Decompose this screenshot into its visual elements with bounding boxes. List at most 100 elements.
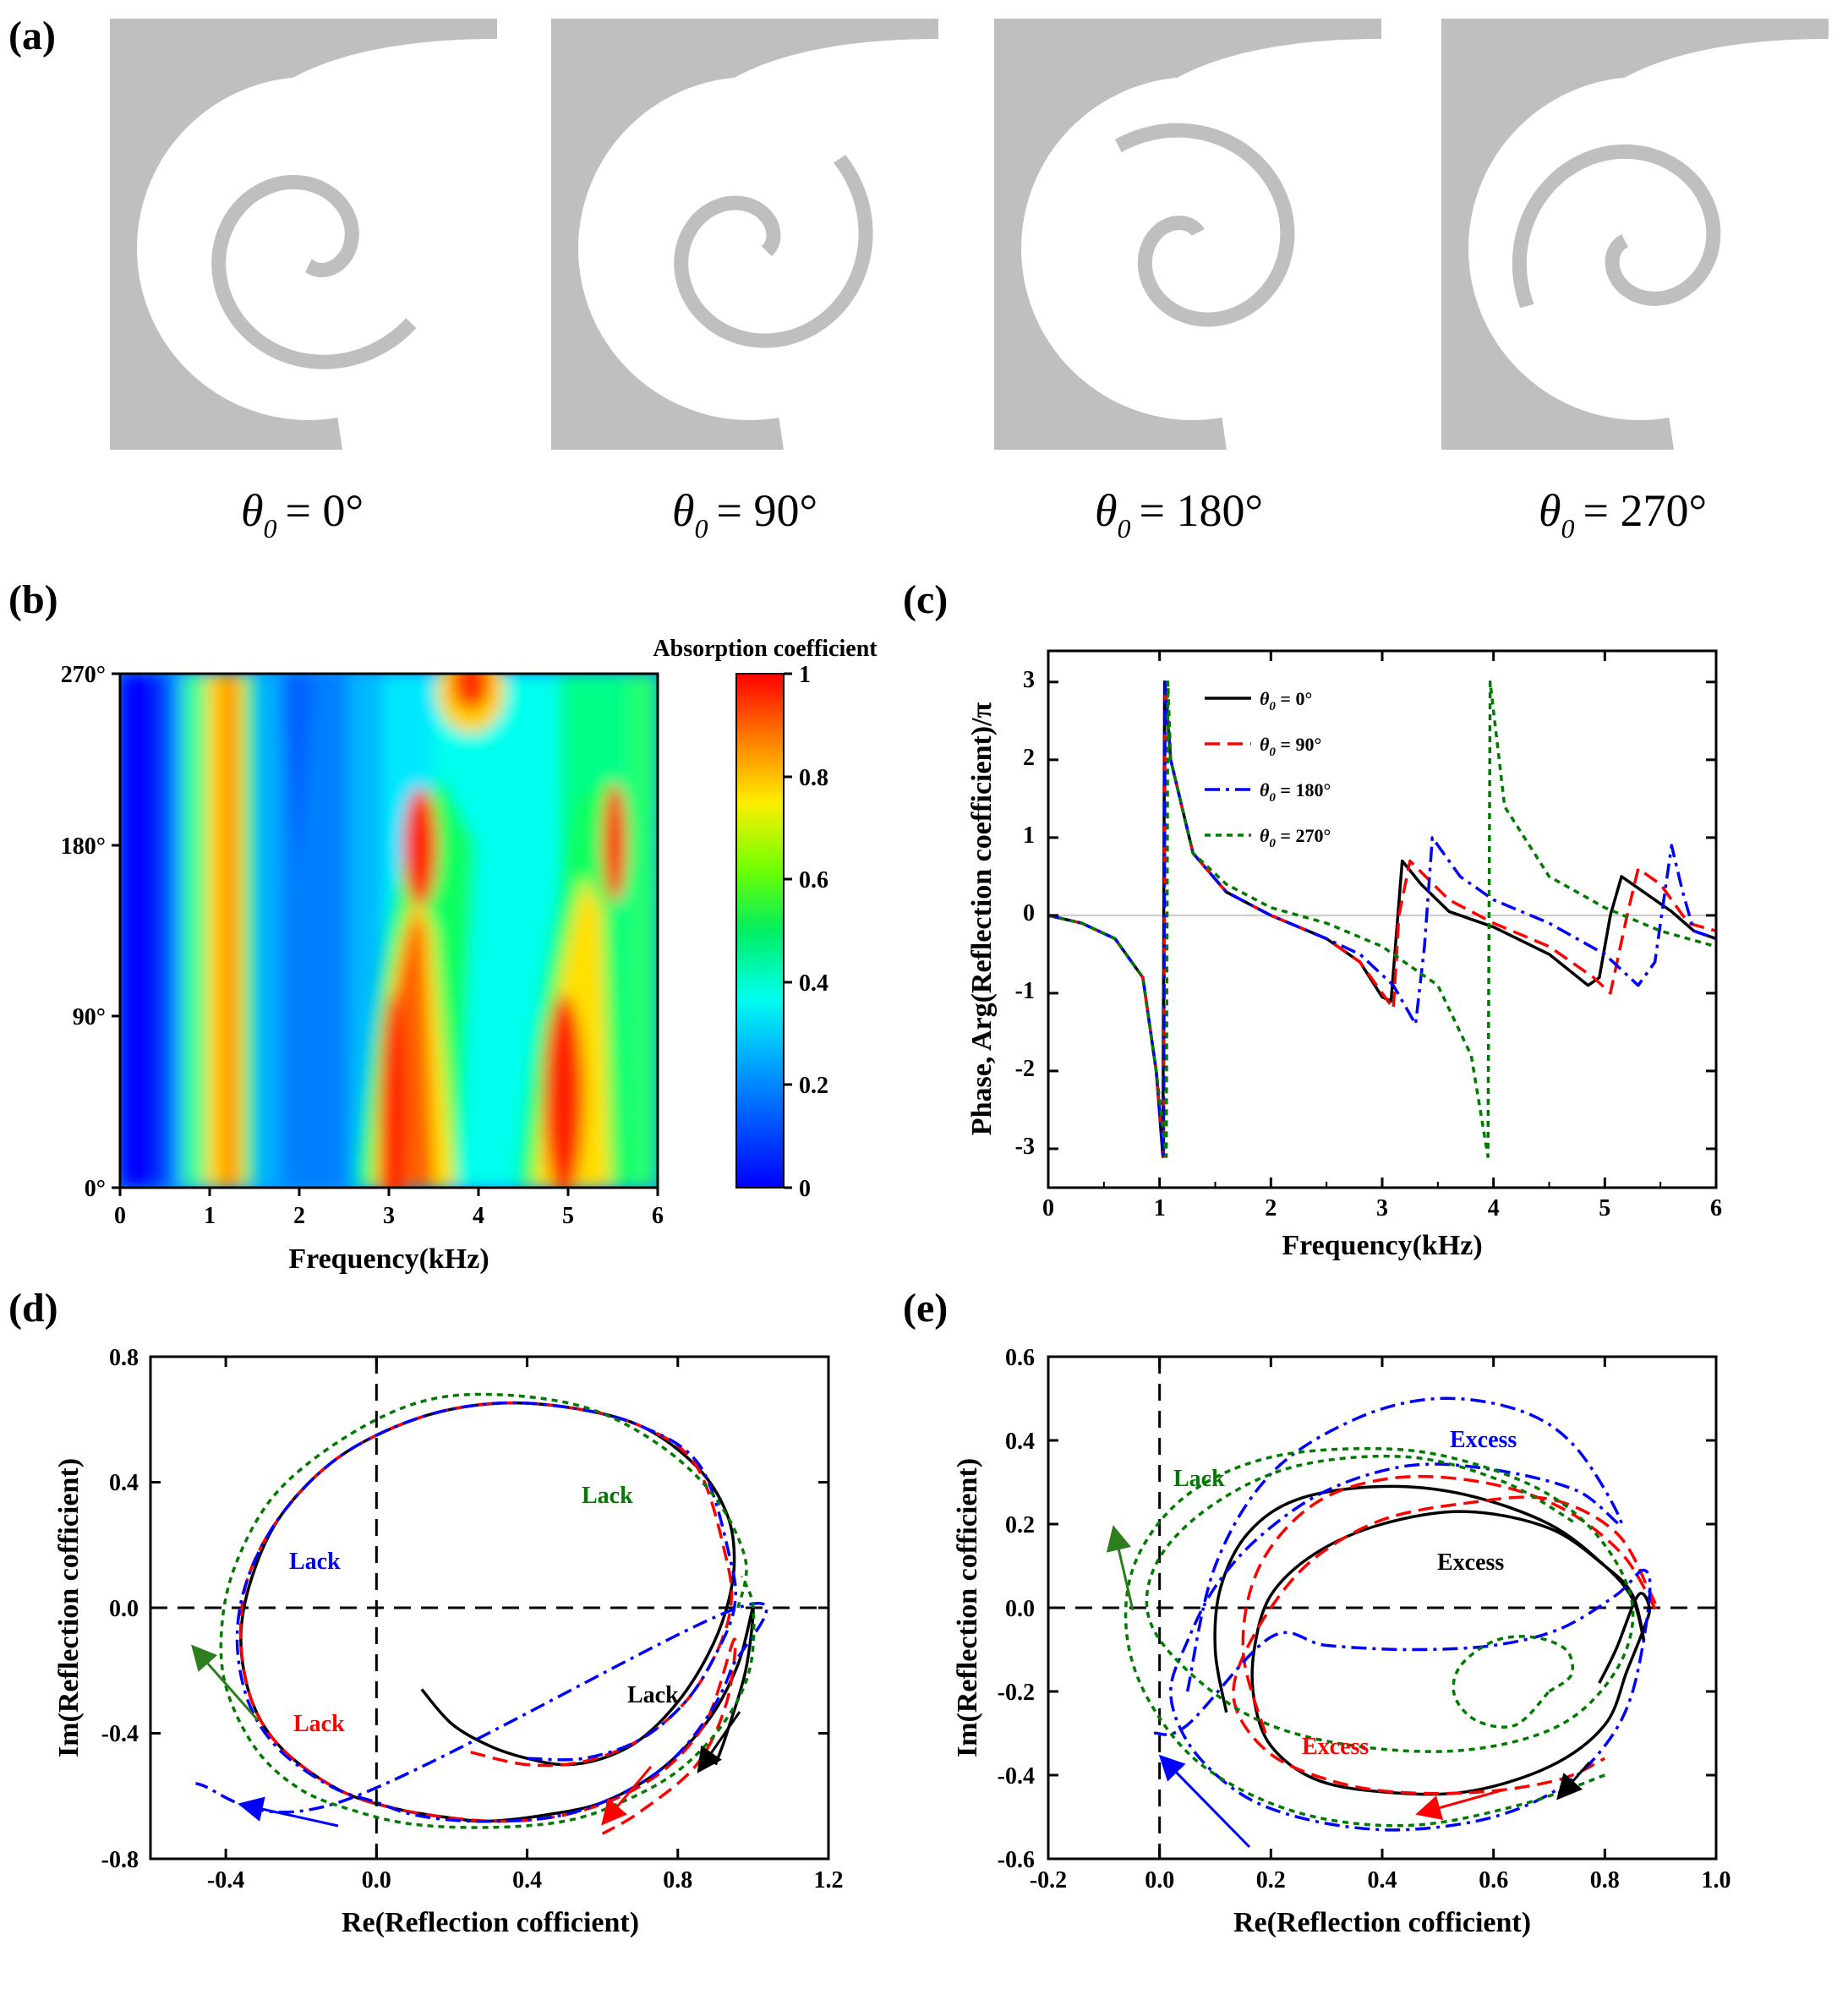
e-arrow-red bbox=[1415, 1788, 1506, 1820]
eSeries-series-2 bbox=[1153, 1396, 1652, 1832]
heatmap-x-tick: 5 bbox=[562, 1203, 574, 1229]
d-y-tick: -0.4 bbox=[101, 1721, 139, 1747]
phase-y-tick: -3 bbox=[1015, 1134, 1035, 1160]
e-arrow-green bbox=[1106, 1525, 1134, 1611]
phase-x-label: Frequency(kHz) bbox=[1282, 1230, 1482, 1261]
d-x-tick: 0.0 bbox=[362, 1867, 391, 1893]
e-annotation-excess-black: Excess bbox=[1437, 1549, 1504, 1576]
theta-label-0: θ0 = 0° bbox=[241, 485, 364, 544]
legend-entry-0: θ0 = 0° bbox=[1260, 688, 1312, 713]
heatmap-y-tick: 0° bbox=[85, 1176, 106, 1202]
spiral-unit-cell-0 bbox=[110, 19, 497, 450]
eSeries-series-4 bbox=[1452, 1635, 1574, 1729]
colorbar-tick: 0.6 bbox=[799, 867, 828, 893]
panel-label-d: (d) bbox=[8, 1286, 58, 1331]
phase-series-2 bbox=[1048, 680, 1716, 1158]
d-arrow-red bbox=[601, 1766, 653, 1826]
e-arrow-black bbox=[1556, 1762, 1591, 1800]
e-x-tick: 0.6 bbox=[1479, 1867, 1508, 1893]
nyquist-plot-e: -0.2 0.0 0.2 0.4 0.6 0.8 1.0 -0.6 -0.4 -… bbox=[952, 1345, 1731, 1938]
phase-y-tick: 1 bbox=[1023, 822, 1035, 849]
panel-label-c: (c) bbox=[903, 577, 948, 622]
heatmap-x-label: Frequency(kHz) bbox=[288, 1243, 489, 1275]
d-arrow-black bbox=[697, 1711, 741, 1773]
colorbar-tick: 0.2 bbox=[799, 1073, 828, 1099]
spiral-arm-90 bbox=[674, 155, 873, 348]
spiral-arm-180 bbox=[1114, 123, 1295, 327]
e-y-tick: -0.6 bbox=[998, 1847, 1035, 1873]
phase-x-tick: 0 bbox=[1042, 1195, 1054, 1221]
spiral-arm-path bbox=[1114, 123, 1295, 327]
d-annotation-lack-blue: Lack bbox=[289, 1549, 341, 1575]
e-arrow-blue bbox=[1158, 1754, 1251, 1849]
d-x-tick: 0.4 bbox=[512, 1867, 542, 1893]
e-y-tick: 0.4 bbox=[1005, 1429, 1035, 1455]
dSeries-series-0 bbox=[239, 1401, 755, 1823]
phase-series-3 bbox=[1048, 680, 1716, 1158]
d-annotation-lack-red: Lack bbox=[293, 1711, 345, 1737]
phase-series-1 bbox=[1048, 680, 1716, 1158]
heatmap-y-tick: 270° bbox=[61, 662, 106, 688]
phase-y-tick: 2 bbox=[1023, 745, 1035, 771]
e-y-tick: 0.6 bbox=[1005, 1345, 1035, 1371]
eSeries-series-3 bbox=[1124, 1446, 1635, 1828]
legend-entry-180: θ0 = 180° bbox=[1260, 779, 1331, 805]
e-x-tick: 0.2 bbox=[1256, 1867, 1286, 1893]
panel-label-a: (a) bbox=[8, 14, 56, 58]
e-annotation-lack-green: Lack bbox=[1173, 1466, 1225, 1492]
heatmap-x-axis: 0 1 2 3 4 5 6 Frequency(kHz) bbox=[114, 1188, 664, 1275]
heatmap-x-tick: 0 bbox=[114, 1203, 126, 1229]
colorbar-tick: 0.4 bbox=[799, 970, 828, 997]
spiral-unit-cell-270 bbox=[1441, 19, 1829, 450]
e-x-tick: 0.8 bbox=[1590, 1867, 1620, 1893]
heatmap-y-tick: 180° bbox=[61, 833, 106, 860]
e-y-tick: 0.0 bbox=[1005, 1596, 1035, 1622]
heatmap-x-tick: 6 bbox=[652, 1203, 664, 1229]
heatmap-y-tick: 90° bbox=[73, 1004, 106, 1030]
spiral-arm-path bbox=[674, 155, 873, 348]
e-annotation-excess-red: Excess bbox=[1302, 1734, 1369, 1760]
spiral-arm-path bbox=[1512, 144, 1721, 309]
theta-label-180: θ0 = 180° bbox=[1095, 485, 1263, 544]
phase-x-tick: 2 bbox=[1265, 1195, 1277, 1221]
heatmap-y-axis: 0° 90° 180° 270° bbox=[61, 662, 120, 1202]
e-y-tick: -0.2 bbox=[998, 1680, 1035, 1706]
panel-label-e: (e) bbox=[903, 1286, 948, 1331]
heatmap-x-tick: 2 bbox=[293, 1203, 305, 1229]
d-arrow-blue bbox=[238, 1796, 339, 1828]
phase-y-tick: 0 bbox=[1023, 900, 1035, 926]
d-arrow-green bbox=[191, 1644, 260, 1721]
spiral-unit-cell-90 bbox=[551, 19, 938, 450]
e-annotation-excess-blue: Excess bbox=[1450, 1427, 1517, 1453]
d-annotation-lack-green: Lack bbox=[582, 1483, 633, 1509]
e-y-tick: -0.4 bbox=[998, 1763, 1035, 1790]
d-annotation-lack-black: Lack bbox=[627, 1682, 679, 1708]
legend-entry-270: θ0 = 270° bbox=[1260, 825, 1331, 850]
colorbar-tick: 0 bbox=[799, 1176, 811, 1202]
spiral-arm-0 bbox=[211, 175, 417, 369]
d-y-tick: -0.8 bbox=[101, 1847, 139, 1873]
colorbar-tick: 0.8 bbox=[799, 765, 828, 791]
colorbar-tick: 1 bbox=[799, 662, 811, 688]
d-x-tick: 1.2 bbox=[814, 1867, 844, 1893]
heatmap-x-tick: 3 bbox=[383, 1203, 395, 1229]
e-x-tick: 0.4 bbox=[1368, 1867, 1397, 1893]
eSeries-series-0 bbox=[1213, 1484, 1651, 1796]
phase-x-tick: 3 bbox=[1376, 1195, 1388, 1221]
panel-label-b: (b) bbox=[8, 577, 58, 622]
e-y-tick: 0.2 bbox=[1005, 1512, 1035, 1538]
phase-series-0 bbox=[1048, 680, 1716, 1158]
phase-x-tick: 6 bbox=[1710, 1195, 1722, 1221]
phase-x-tick: 5 bbox=[1599, 1195, 1610, 1221]
phase-legend: θ0 = 0° θ0 = 90° θ0 = 180° θ0 = 270° bbox=[1205, 688, 1331, 850]
e-x-tick: -0.2 bbox=[1030, 1867, 1067, 1893]
dSeries-series-2 bbox=[195, 1401, 768, 1823]
e-y-label: Im(Reflection cofficient) bbox=[952, 1458, 983, 1757]
e-x-tick: 1.0 bbox=[1702, 1867, 1731, 1893]
spiral-arm-path bbox=[211, 175, 417, 369]
d-y-tick: 0.8 bbox=[109, 1345, 139, 1371]
spiral-arm-270 bbox=[1512, 144, 1721, 309]
d-x-label: Re(Reflection cofficient) bbox=[342, 1907, 639, 1938]
phase-x-tick: 1 bbox=[1154, 1195, 1166, 1221]
